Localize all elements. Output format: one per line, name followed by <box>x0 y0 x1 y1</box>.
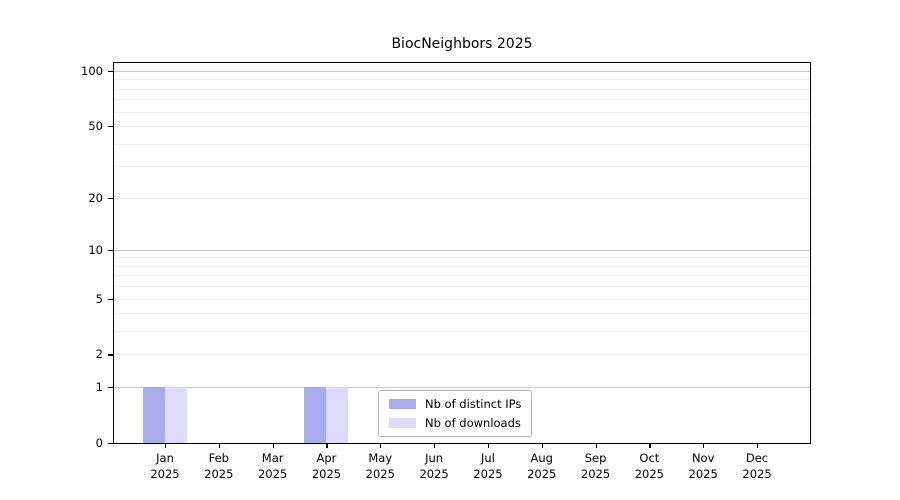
gridline-major <box>114 71 810 72</box>
x-tick-sep <box>595 444 597 448</box>
legend-label-distinct-ips: Nb of distinct IPs <box>425 397 522 411</box>
x-tick-jul <box>487 444 490 448</box>
gridline-minor <box>114 275 810 277</box>
x-tick-dec <box>757 444 759 448</box>
x-tick-label-jan: Jan 2025 <box>150 451 180 481</box>
y-tick-label-0: 0 <box>95 436 103 450</box>
x-tick-label-aug: Aug 2025 <box>527 451 557 481</box>
x-tick-label-jul: Jul 2025 <box>473 451 503 481</box>
x-tick-apr <box>326 444 328 448</box>
gridline-minor <box>114 257 810 259</box>
gridline-minor <box>114 354 810 356</box>
x-tick-label-mar: Mar 2025 <box>257 451 288 481</box>
legend-entry-downloads: Nb of downloads <box>389 416 521 430</box>
gridline-minor <box>114 99 810 101</box>
x-tick-oct <box>649 444 651 448</box>
x-tick-jun <box>434 444 436 448</box>
x-tick-label-feb: Feb 2025 <box>204 451 234 481</box>
x-tick-label-nov: Nov 2025 <box>688 451 718 481</box>
legend-swatch-distinct-ips <box>389 399 416 409</box>
x-tick-label-jun: Jun 2025 <box>419 451 449 481</box>
y-tick-20 <box>108 197 113 199</box>
bar-jan-distinct-ips <box>143 387 165 443</box>
gridline-minor <box>114 126 810 128</box>
y-tick-label-50: 50 <box>88 119 103 134</box>
bar-jan-downloads <box>165 387 187 443</box>
gridline-minor <box>114 298 810 300</box>
x-tick-label-apr: Apr 2025 <box>311 451 342 481</box>
y-tick-label-10: 10 <box>88 242 103 257</box>
x-tick-mar <box>272 444 274 448</box>
x-tick-feb <box>218 444 220 448</box>
y-tick-label-5: 5 <box>95 291 103 306</box>
gridline-minor <box>114 313 810 315</box>
gridline-minor <box>114 286 810 288</box>
x-tick-label-dec: Dec 2025 <box>742 451 772 481</box>
y-tick-label-1: 1 <box>95 380 103 395</box>
x-tick-label-sep: Sep 2025 <box>580 451 611 481</box>
gridline-minor <box>114 88 810 90</box>
y-tick-100 <box>108 71 113 73</box>
y-tick-label-100: 100 <box>81 64 103 78</box>
gridline-minor <box>114 143 810 145</box>
gridline-minor <box>114 166 810 168</box>
gridline-minor <box>114 197 810 199</box>
chart-title: BiocNeighbors 2025 <box>391 36 533 52</box>
x-tick-aug <box>541 444 543 448</box>
gridline-major <box>114 249 810 251</box>
y-tick-label-2: 2 <box>95 347 103 362</box>
gridline-minor <box>114 265 810 267</box>
gridline-minor <box>114 331 810 333</box>
y-tick-0 <box>108 443 113 445</box>
y-tick-50 <box>108 126 113 128</box>
gridline-minor <box>114 79 810 81</box>
bar-apr-distinct-ips <box>304 387 327 443</box>
y-tick-2 <box>108 354 113 356</box>
legend-swatch-downloads <box>389 418 416 428</box>
x-tick-may <box>380 444 382 448</box>
bar-apr-downloads <box>326 387 349 443</box>
legend: Nb of distinct IPs Nb of downloads <box>378 390 533 437</box>
legend-entry-distinct-ips: Nb of distinct IPs <box>389 397 521 411</box>
gridline-minor <box>114 111 810 113</box>
gridline-major <box>114 387 810 389</box>
plot-area <box>113 62 811 444</box>
x-tick-nov <box>703 444 705 448</box>
y-tick-10 <box>108 249 113 251</box>
legend-label-downloads: Nb of downloads <box>425 416 521 430</box>
x-tick-label-may: May 2025 <box>365 451 395 481</box>
y-tick-label-20: 20 <box>88 190 103 205</box>
x-tick-label-oct: Oct 2025 <box>634 451 665 481</box>
y-tick-1 <box>108 387 113 389</box>
y-tick-5 <box>108 298 113 300</box>
x-tick-jan <box>165 444 167 448</box>
